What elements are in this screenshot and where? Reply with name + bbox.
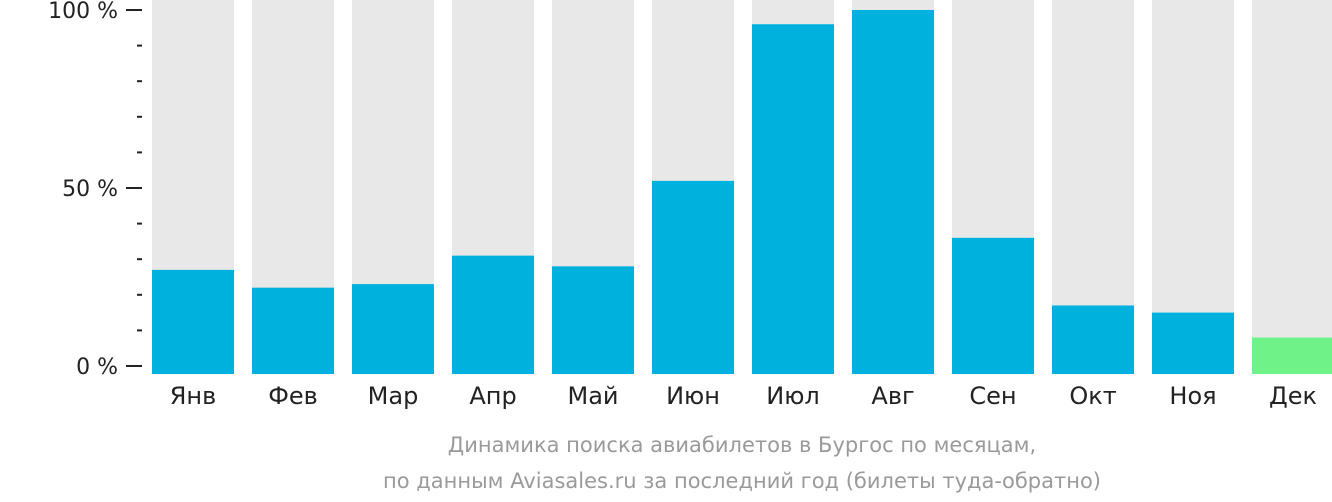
x-tick-label-6: Июн xyxy=(666,382,720,410)
x-tick-label-3: Мар xyxy=(368,382,419,410)
bar-5[interactable] xyxy=(552,266,634,374)
value-bars xyxy=(152,10,1332,375)
bar-9[interactable] xyxy=(952,237,1034,374)
bar-1[interactable] xyxy=(152,269,234,374)
y-tick-label-1: 0 % xyxy=(76,355,118,380)
y-tick-label-3: 100 % xyxy=(48,0,118,24)
x-axis-labels: Янв Фев Мар Апр Май Июн Июл Авг Сен Окт Ноя Дек xyxy=(170,382,1317,410)
caption-line-2: по данным Aviasales.ru за последний год … xyxy=(383,469,1101,493)
x-tick-label-10: Окт xyxy=(1069,382,1116,410)
x-tick-label-4: Апр xyxy=(469,382,516,410)
bar-12[interactable] xyxy=(1252,337,1332,374)
bar-6[interactable] xyxy=(652,180,734,374)
x-tick-label-12: Дек xyxy=(1269,382,1317,410)
x-tick-label-1: Янв xyxy=(170,382,217,410)
bar-3[interactable] xyxy=(352,284,434,374)
bar-8[interactable] xyxy=(852,10,934,374)
x-tick-label-5: Май xyxy=(567,382,618,410)
bar-7[interactable] xyxy=(752,24,834,375)
x-tick-label-8: Авг xyxy=(871,382,914,410)
bar-background-12 xyxy=(1252,0,1332,374)
bar-11[interactable] xyxy=(1152,312,1234,374)
bar-background-11 xyxy=(1152,0,1234,374)
bar-10[interactable] xyxy=(1052,305,1134,374)
y-tick-label-2: 50 % xyxy=(62,177,118,202)
bar-2[interactable] xyxy=(252,287,334,374)
x-tick-label-2: Фев xyxy=(268,382,318,410)
caption-line-1: Динамика поиска авиабилетов в Бургос по … xyxy=(448,433,1036,457)
y-axis: 0 % 50 % 100 % xyxy=(48,0,142,380)
x-tick-label-9: Сен xyxy=(969,382,1016,410)
bar-4[interactable] xyxy=(452,255,534,374)
x-tick-label-7: Июл xyxy=(766,382,820,410)
x-tick-label-11: Ноя xyxy=(1169,382,1216,410)
